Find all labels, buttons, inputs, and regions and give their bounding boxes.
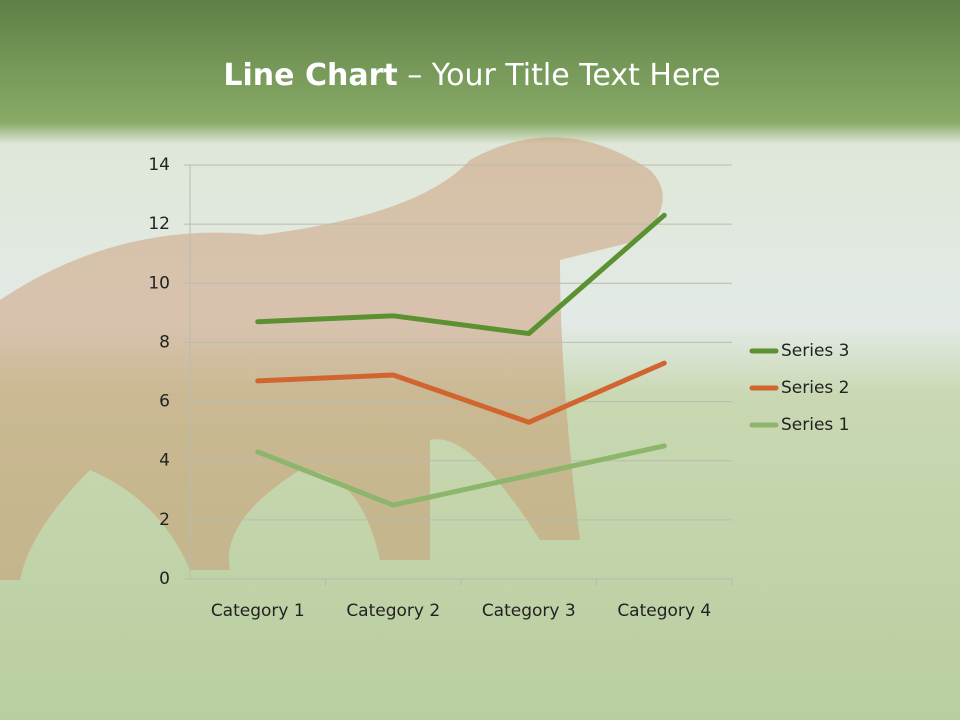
- y-tick-label: 2: [159, 510, 170, 530]
- series-line: [255, 212, 667, 337]
- series-line: [255, 443, 667, 508]
- x-tick-label: Category 4: [617, 601, 711, 621]
- y-tick-label: 0: [159, 569, 170, 589]
- plot: 0 2 4 6 8 10 12 14 Category 1 Category 2 Category …: [148, 155, 849, 621]
- dog-photo: [0, 137, 663, 581]
- y-tick-label: 12: [148, 214, 170, 234]
- legend-label: Series 3: [781, 341, 850, 361]
- legend-label: Series 1: [781, 415, 850, 435]
- x-tick-label: Category 2: [346, 601, 440, 621]
- y-tick-label: 4: [159, 451, 170, 471]
- y-tick-label: 10: [148, 273, 170, 293]
- title-text: – Your Title Text Here: [407, 58, 720, 93]
- chart-title: Line Chart – Your Title Text Here: [223, 58, 720, 93]
- legend-label: Series 2: [781, 378, 850, 398]
- series-line: [255, 360, 667, 425]
- y-tick-label: 8: [159, 332, 170, 352]
- x-tick-label: Category 3: [482, 601, 576, 621]
- y-tick-label: 6: [159, 392, 170, 412]
- y-tick-label: 14: [148, 155, 170, 175]
- x-tick-label: Category 1: [211, 601, 305, 621]
- title-bold: Line Chart: [223, 58, 397, 93]
